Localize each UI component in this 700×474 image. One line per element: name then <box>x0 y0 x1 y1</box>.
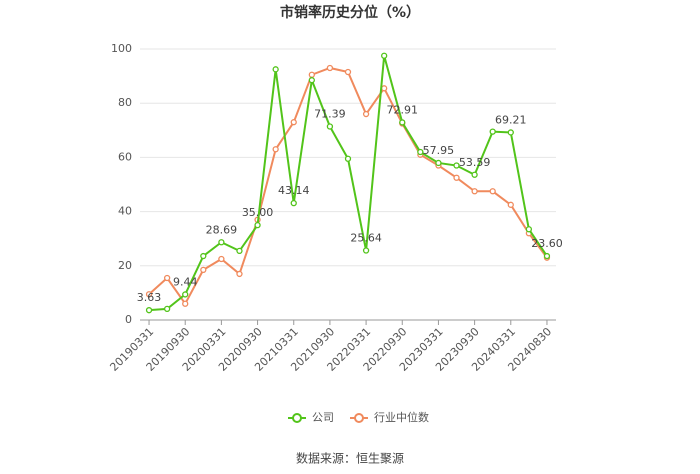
data-point <box>163 305 171 313</box>
data-label: 28.69 <box>206 223 238 236</box>
data-point <box>381 52 388 59</box>
data-point <box>145 291 153 298</box>
data-point <box>525 226 533 233</box>
data-point <box>543 252 551 260</box>
data-point <box>290 199 297 207</box>
y-tick-label: 60 <box>118 150 132 163</box>
data-point <box>362 110 370 118</box>
legend-label: 公司 <box>312 411 334 424</box>
data-point <box>326 64 334 72</box>
data-point <box>182 300 189 307</box>
data-point <box>453 174 460 181</box>
y-tick-label: 80 <box>118 96 132 109</box>
data-point <box>290 119 297 126</box>
y-tick-label: 20 <box>118 259 132 272</box>
data-label: 43.14 <box>278 184 310 197</box>
data-point <box>489 188 496 195</box>
data-point <box>254 221 261 229</box>
legend-label: 行业中位数 <box>374 410 429 424</box>
data-point <box>344 155 352 162</box>
legend-marker <box>292 413 302 423</box>
data-point <box>145 307 153 314</box>
series-line <box>148 55 548 312</box>
data-label: 9.44 <box>173 275 198 288</box>
y-tick-label: 40 <box>118 205 132 218</box>
data-label: 23.60 <box>531 237 563 250</box>
data-point <box>471 171 478 178</box>
data-label: 71.39 <box>314 108 346 121</box>
data-point <box>200 252 207 260</box>
legend-item: 行业中位数 <box>350 410 429 424</box>
source-note: 数据来源：恒生聚源 <box>296 451 404 466</box>
data-point <box>435 159 442 167</box>
data-point <box>182 291 189 298</box>
data-point <box>218 239 225 246</box>
data-point <box>344 68 352 76</box>
legend-item: 公司 <box>288 411 334 424</box>
y-tick-label: 100 <box>111 42 132 55</box>
data-point <box>489 128 496 135</box>
data-point <box>507 201 514 208</box>
data-point <box>236 270 243 278</box>
data-point <box>453 162 460 169</box>
data-point <box>236 247 243 255</box>
y-tick-label: 0 <box>125 313 132 326</box>
data-label: 57.95 <box>423 144 455 157</box>
data-point <box>362 247 370 254</box>
chart-title: 市销率历史分位（%） <box>280 4 420 21</box>
data-point <box>399 119 406 126</box>
data-point <box>272 66 279 73</box>
data-point <box>417 148 424 156</box>
data-point <box>507 129 514 136</box>
legend-marker <box>354 413 364 423</box>
data-point <box>326 123 334 130</box>
data-label: 35.00 <box>242 206 274 219</box>
data-label: 72.91 <box>387 103 419 116</box>
data-point <box>308 77 315 84</box>
data-label: 3.63 <box>137 291 162 304</box>
data-point <box>200 266 207 274</box>
data-label: 69.21 <box>495 113 527 126</box>
data-point <box>308 71 315 78</box>
data-point <box>218 255 225 263</box>
data-point <box>381 85 388 92</box>
data-label: 25.64 <box>350 232 382 245</box>
data-point <box>471 188 478 195</box>
data-label: 53.59 <box>459 156 491 169</box>
data-point <box>163 274 171 282</box>
data-point <box>272 146 279 153</box>
